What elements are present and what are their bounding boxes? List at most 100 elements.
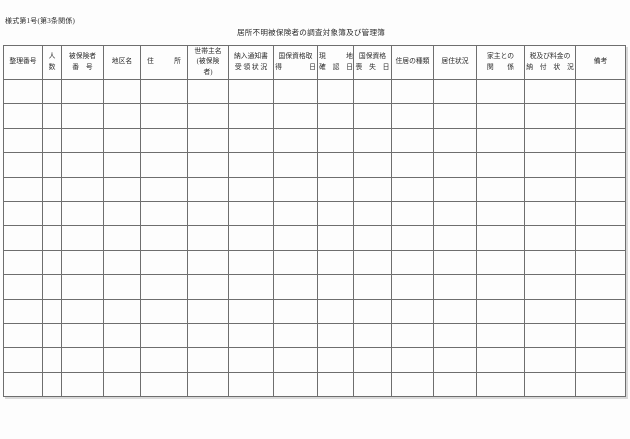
empty-cell (273, 274, 318, 300)
empty-cell (317, 103, 354, 129)
empty-cell (317, 322, 354, 349)
empty-cell (273, 249, 318, 276)
empty-cell (476, 249, 525, 276)
column-header: 住 所 (140, 45, 188, 80)
empty-cell (353, 225, 392, 251)
empty-cell (61, 249, 104, 276)
empty-cell (391, 371, 434, 398)
empty-cell (140, 225, 188, 251)
empty-cell (317, 298, 354, 324)
empty-cell (391, 322, 434, 349)
empty-cell (3, 322, 43, 349)
empty-cell (317, 127, 354, 154)
empty-cell (273, 371, 318, 398)
empty-cell (61, 127, 104, 154)
empty-cell (103, 298, 141, 324)
empty-cell (273, 176, 318, 202)
empty-cell (42, 322, 62, 349)
empty-cell (61, 78, 104, 105)
empty-cell (3, 78, 43, 105)
table-row (3, 322, 626, 349)
column-header: 住居の種類 (391, 45, 434, 80)
empty-cell (273, 78, 318, 105)
empty-cell (524, 152, 576, 178)
empty-cell (476, 298, 525, 324)
empty-cell (140, 78, 188, 105)
empty-cell (42, 274, 62, 300)
empty-cell (353, 152, 392, 178)
empty-cell (42, 176, 62, 202)
table-row (3, 127, 626, 154)
empty-cell (140, 152, 188, 178)
empty-cell (391, 176, 434, 202)
empty-cell (3, 127, 43, 154)
empty-cell (476, 200, 525, 227)
empty-cell (103, 225, 141, 251)
empty-cell (433, 200, 477, 227)
empty-cell (140, 249, 188, 276)
empty-cell (476, 78, 525, 105)
empty-cell (140, 347, 188, 373)
empty-cell (42, 152, 62, 178)
table-row (3, 200, 626, 227)
empty-cell (273, 103, 318, 129)
table-row (3, 176, 626, 202)
empty-cell (317, 225, 354, 251)
empty-cell (228, 322, 274, 349)
empty-cell (317, 274, 354, 300)
column-header: 人 数 (42, 45, 62, 80)
empty-cell (524, 371, 576, 398)
table-row (3, 249, 626, 276)
empty-cell (140, 127, 188, 154)
empty-cell (575, 322, 626, 349)
empty-cell (42, 78, 62, 105)
empty-cell (433, 103, 477, 129)
empty-cell (103, 176, 141, 202)
table-row (3, 347, 626, 373)
empty-cell (317, 78, 354, 105)
empty-cell (391, 152, 434, 178)
column-header: 居住状況 (433, 45, 477, 80)
header-row: 整理番号人 数被保険者 番 号地区名住 所世帯主名 (被保険 者) 納入通知書 受… (3, 45, 626, 80)
empty-cell (140, 200, 188, 227)
table-row (3, 225, 626, 251)
empty-cell (187, 103, 229, 129)
empty-cell (524, 322, 576, 349)
empty-cell (391, 347, 434, 373)
empty-cell (391, 249, 434, 276)
empty-cell (317, 249, 354, 276)
empty-cell (103, 249, 141, 276)
empty-cell (433, 298, 477, 324)
empty-cell (103, 152, 141, 178)
empty-cell (317, 200, 354, 227)
empty-cell (103, 127, 141, 154)
empty-cell (61, 225, 104, 251)
empty-cell (61, 103, 104, 129)
empty-cell (353, 176, 392, 202)
empty-cell (524, 176, 576, 202)
empty-cell (228, 176, 274, 202)
table-row (3, 78, 626, 105)
empty-cell (476, 225, 525, 251)
empty-cell (228, 298, 274, 324)
empty-cell (524, 274, 576, 300)
empty-cell (575, 298, 626, 324)
empty-cell (103, 371, 141, 398)
empty-cell (103, 322, 141, 349)
empty-cell (228, 371, 274, 398)
empty-cell (524, 249, 576, 276)
empty-cell (575, 103, 626, 129)
empty-cell (524, 298, 576, 324)
empty-cell (575, 371, 626, 398)
empty-cell (228, 200, 274, 227)
column-header: 整理番号 (3, 45, 43, 80)
empty-cell (317, 176, 354, 202)
empty-cell (61, 152, 104, 178)
empty-cell (103, 103, 141, 129)
empty-cell (391, 200, 434, 227)
empty-cell (575, 152, 626, 178)
empty-cell (353, 347, 392, 373)
empty-cell (42, 127, 62, 154)
empty-cell (42, 225, 62, 251)
empty-cell (187, 347, 229, 373)
